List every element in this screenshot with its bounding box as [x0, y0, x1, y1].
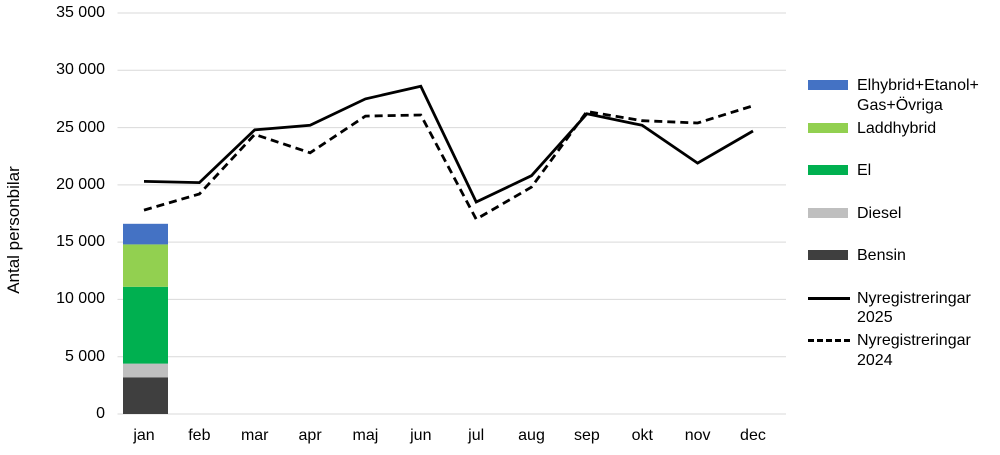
- legend-label: Diesel: [857, 204, 901, 224]
- legend-label: Elhybrid+Etanol+ Gas+Övriga: [857, 76, 979, 115]
- legend-swatch-wrap: [808, 204, 857, 218]
- y-tick-label: 30 000: [56, 61, 105, 79]
- x-tick-label: jun: [410, 427, 432, 444]
- bar-segment-diesel: [123, 363, 168, 378]
- y-tick-label: 5 000: [64, 347, 105, 365]
- legend-label-line: Nyregistreringar: [857, 332, 971, 349]
- x-tick-label: apr: [298, 427, 322, 444]
- legend-item-laddhybrid: Laddhybrid: [808, 119, 1000, 162]
- x-tick-label: mar: [240, 427, 269, 444]
- legend-item-el: El: [808, 161, 1000, 204]
- legend-label-line: El: [857, 162, 872, 179]
- legend-label: El: [857, 161, 871, 181]
- x-tick-label: feb: [188, 427, 211, 444]
- x-tick-label: okt: [631, 427, 653, 444]
- y-tick-label: 35 000: [56, 4, 105, 21]
- legend-label-line: Bensin: [857, 247, 906, 264]
- legend-swatch-wrap: [808, 161, 857, 175]
- legend-swatch-wrap: [808, 246, 857, 260]
- bensin-swatch-icon: [808, 250, 848, 260]
- x-tick-label: sep: [573, 427, 600, 444]
- legend-label-line: Diesel: [857, 204, 902, 222]
- y-tick-label: 15 000: [56, 233, 105, 251]
- y-tick-label: 10 000: [56, 290, 105, 308]
- x-tick-label: jul: [468, 427, 485, 444]
- x-tick-label: maj: [352, 427, 379, 444]
- diesel-swatch-icon: [808, 207, 848, 218]
- legend-label-line: Nyregistreringar: [857, 289, 971, 307]
- legend-item-nyregistreringar-2024: Nyregistreringar 2024: [808, 331, 1000, 374]
- el-swatch-icon: [808, 165, 848, 175]
- legend: Elhybrid+Etanol+ Gas+Övriga Laddhybrid El Di…: [808, 76, 1000, 374]
- x-tick-label: aug: [518, 427, 545, 444]
- bar-segment-bensin: [123, 377, 168, 414]
- legend-label-line: Gas+Övriga: [857, 96, 943, 114]
- laddhybrid-swatch-icon: [808, 122, 848, 133]
- x-tick-label: jan: [133, 427, 155, 444]
- y-tick-label: 20 000: [56, 175, 105, 193]
- legend-swatch-wrap: [808, 289, 857, 300]
- legend-item-elhybrid-etanol-gas-ovriga: Elhybrid+Etanol+ Gas+Övriga: [808, 76, 1000, 119]
- line-nyregistreringar-2025: [143, 84, 754, 204]
- legend-label-line: 2024: [857, 351, 893, 369]
- legend-label: Laddhybrid: [857, 119, 936, 139]
- legend-item-diesel: Diesel: [808, 204, 1000, 247]
- legend-label-line: 2025: [857, 309, 893, 326]
- nyregistreringar-2025-swatch-icon: [808, 296, 850, 300]
- legend-item-bensin: Bensin: [808, 246, 1000, 289]
- elhybrid-etanol-gas-ovriga-swatch-icon: [808, 80, 848, 90]
- nyregistreringar-2024-swatch-icon: [808, 339, 850, 342]
- legend-label: Bensin: [857, 246, 906, 266]
- legend-label: Nyregistreringar 2025: [857, 289, 971, 328]
- bar-segment-laddhybrid: [123, 244, 168, 287]
- y-tick-label: 25 000: [56, 118, 105, 136]
- legend-label: Nyregistreringar 2024: [857, 331, 971, 370]
- legend-label-line: Elhybrid+Etanol+: [857, 77, 979, 94]
- legend-swatch-wrap: [808, 119, 857, 133]
- legend-swatch-wrap: [808, 331, 857, 342]
- legend-label-line: Laddhybrid: [857, 119, 937, 137]
- bar-segment-elhybrid-etanol-gas-ovriga: [123, 223, 168, 245]
- bar-segment-el: [123, 286, 168, 364]
- legend-item-nyregistreringar-2025: Nyregistreringar 2025: [808, 289, 1000, 332]
- line-nyregistreringar-2024: [143, 104, 754, 222]
- x-tick-label: nov: [684, 427, 711, 444]
- y-tick-label: 0: [96, 405, 105, 422]
- x-tick-label: dec: [740, 427, 766, 444]
- legend-swatch-wrap: [808, 76, 857, 90]
